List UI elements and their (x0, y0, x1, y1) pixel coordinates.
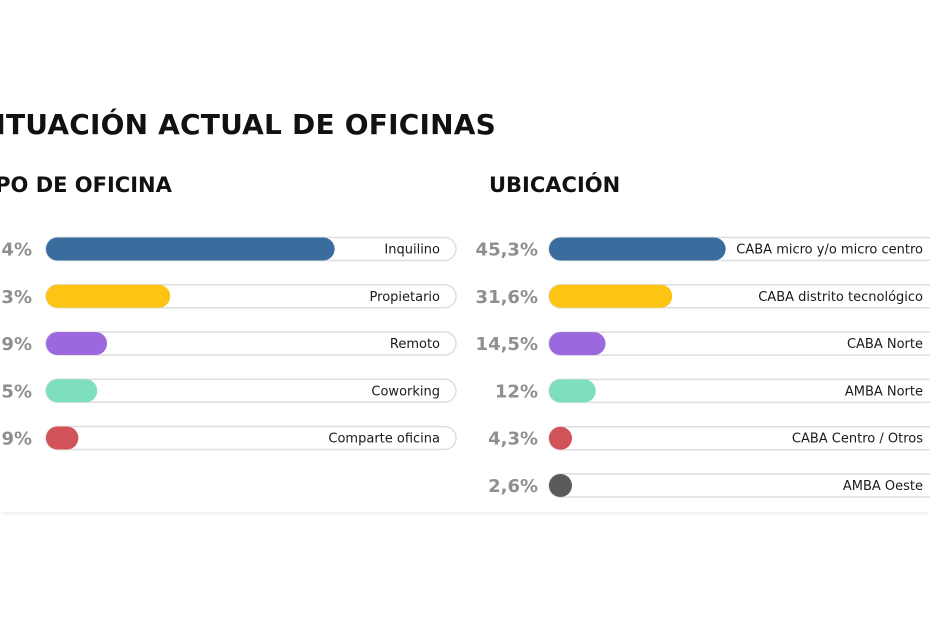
bar (46, 237, 335, 261)
bar-row: 7,9% Comparte oficina (0, 425, 457, 451)
value-label: 7,9% (0, 429, 32, 450)
category-label: Coworking (371, 384, 440, 399)
value-label: 12% (495, 381, 538, 402)
bar-row: 4,3% CABA Centro / Otros (488, 425, 930, 451)
page-title: SITUACIÓN ACTUAL DE OFICINAS (0, 108, 496, 141)
chart-title-ubicacion: UBICACIÓN (489, 173, 621, 197)
bar (46, 284, 171, 308)
value-label: 12,5% (0, 381, 32, 402)
value-label: 31,6% (476, 287, 538, 308)
bar-row: 12% AMBA Norte (495, 378, 930, 404)
bar-row: 14,9% Remoto (0, 331, 457, 356)
bar-row: 14,5% CABA Norte (476, 331, 930, 356)
category-label: Remoto (390, 337, 440, 352)
category-label: Propietario (370, 290, 441, 305)
bar-row: 70,4% Inquilino (0, 236, 457, 262)
bar (46, 379, 98, 403)
value-label: 14,5% (476, 334, 538, 355)
bar-row: 2,6% AMBA Oeste (488, 473, 930, 498)
bar (549, 474, 572, 497)
category-label: CABA distrito tecnológico (758, 290, 923, 305)
category-label: CABA Centro / Otros (792, 432, 923, 447)
value-label: 14,9% (0, 334, 32, 355)
category-label: CABA micro y/o micro centro (736, 243, 923, 258)
bar (549, 426, 572, 450)
bar (549, 284, 673, 308)
value-label: 45,3% (476, 240, 538, 261)
bar-row: 12,5% Coworking (0, 378, 457, 403)
bar (549, 379, 596, 403)
bar-row: 30,3% Propietario (0, 284, 457, 309)
category-label: AMBA Norte (845, 384, 923, 399)
chart-title-tipo-de-oficina: TIPO DE OFICINA (0, 173, 172, 197)
bar-row: 45,3% CABA micro y/o micro centro (476, 236, 930, 262)
bar (46, 332, 108, 355)
bar (549, 237, 726, 261)
value-label: 30,3% (0, 287, 32, 308)
value-label: 4,3% (488, 429, 538, 450)
category-label: Inquilino (384, 243, 440, 258)
value-label: 2,6% (488, 476, 538, 497)
bar (549, 332, 606, 356)
category-label: Comparte oficina (328, 432, 440, 447)
category-label: CABA Norte (847, 337, 923, 352)
value-label: 70,4% (0, 240, 32, 261)
category-label: AMBA Oeste (843, 479, 923, 494)
bar-row: 31,6% CABA distrito tecnológico (476, 284, 930, 309)
bar (46, 426, 79, 450)
